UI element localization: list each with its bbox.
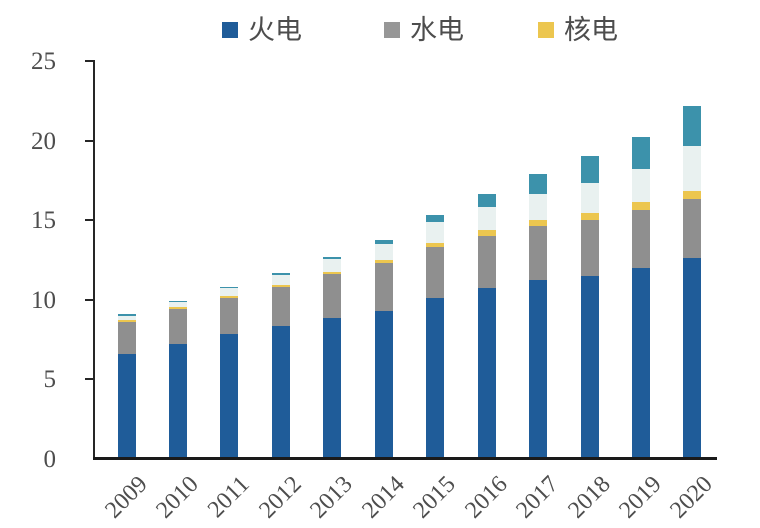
y-tick-label-15: 15 [31,207,56,235]
bar-segment-solar-2013 [323,256,342,260]
bar-segment-thermal-2020 [683,258,702,457]
bar-segment-hydro-2019 [632,210,650,268]
bar-segment-wind-2018 [580,183,599,213]
bar-segment-hydro-2012 [271,286,290,327]
bar-segment-nuclear-2009 [117,320,136,322]
bar-segment-wind-2010 [168,302,187,308]
bar-segment-wind-2016 [477,206,496,231]
bar-segment-thermal-2010 [168,343,187,457]
bar-segment-nuclear-2015 [426,242,445,247]
bar-segment-solar-2011 [220,286,239,289]
bar-segment-nuclear-2014 [374,259,393,263]
bar-segment-hydro-2011 [220,297,239,335]
bar-segment-wind-2009 [117,315,136,321]
y-tick-label-20: 20 [31,127,56,155]
bar-segment-solar-2015 [426,215,445,222]
bar-segment-solar-2019 [632,136,650,169]
bar-segment-hydro-2009 [117,321,136,354]
bar-segment-thermal-2019 [632,267,650,457]
bar-segment-thermal-2017 [529,280,548,457]
bar-segment-nuclear-2018 [580,212,599,220]
bar-segment-nuclear-2010 [168,307,187,309]
legend-swatch-thermal [222,22,238,38]
y-tick-20 [85,139,93,142]
bar-segment-solar-2009 [117,314,136,316]
bar-segment-wind-2011 [220,288,239,296]
bar-segment-nuclear-2012 [271,284,290,287]
legend-item-thermal: 火电 [222,14,302,46]
bar-segment-wind-2013 [323,259,342,272]
y-tick-label-0: 0 [43,446,57,473]
legend-label-thermal: 火电 [248,14,302,45]
bar-segment-hydro-2015 [426,246,445,298]
bar-segment-nuclear-2019 [632,202,650,211]
y-tick-15 [85,219,93,222]
bar-segment-wind-2014 [374,244,393,260]
bar-segment-wind-2020 [683,146,702,192]
bar-segment-hydro-2020 [683,199,702,258]
bar-segment-nuclear-2016 [477,230,496,236]
legend-label-hydro: 水电 [410,14,464,45]
bar-segment-solar-2012 [271,273,290,275]
bar-segment-wind-2019 [632,169,650,203]
y-tick-label-10: 10 [31,286,56,314]
bar-segment-thermal-2018 [580,275,599,457]
bar-segment-hydro-2017 [529,226,548,281]
bar-segment-solar-2016 [477,194,496,207]
bar-segment-nuclear-2017 [529,220,548,227]
y-tick-label-25: 25 [31,48,56,75]
bar-segment-hydro-2018 [580,219,599,276]
chart-legend: 火电 水电 核电 [0,14,760,50]
y-tick-25 [85,60,93,62]
legend-item-nuclear: 核电 [538,14,618,46]
bar-segment-wind-2015 [426,221,445,243]
y-tick-10 [85,298,93,301]
bar-segment-solar-2014 [374,240,393,245]
x-axis-line [93,457,717,460]
bar-segment-thermal-2011 [220,334,239,457]
bar-segment-thermal-2013 [323,318,342,457]
bar-segment-wind-2012 [271,274,290,285]
bar-segment-solar-2020 [683,105,702,147]
bar-segment-thermal-2009 [117,353,136,457]
bar-segment-thermal-2012 [271,326,290,457]
legend-label-nuclear: 核电 [564,14,618,45]
y-axis-line [93,60,95,459]
bar-segment-solar-2017 [529,173,548,195]
bar-segment-hydro-2016 [477,235,496,289]
bar-segment-wind-2017 [529,194,548,221]
bar-segment-hydro-2010 [168,308,187,344]
bar-segment-thermal-2015 [426,297,445,457]
legend-swatch-nuclear [538,22,554,38]
bar-segment-thermal-2014 [374,310,393,457]
legend-item-hydro: 水电 [384,14,464,46]
bar-segment-nuclear-2013 [323,271,342,274]
bar-segment-thermal-2016 [477,288,496,457]
legend-swatch-hydro [384,22,400,38]
bar-segment-solar-2018 [580,155,599,184]
bar-segment-hydro-2013 [323,273,342,319]
bar-segment-nuclear-2020 [683,191,702,200]
bar-segment-hydro-2014 [374,262,393,311]
y-tick-5 [85,378,93,381]
bar-segment-nuclear-2011 [220,295,239,298]
y-tick-label-5: 5 [43,366,57,394]
bar-segment-solar-2010 [168,300,187,303]
